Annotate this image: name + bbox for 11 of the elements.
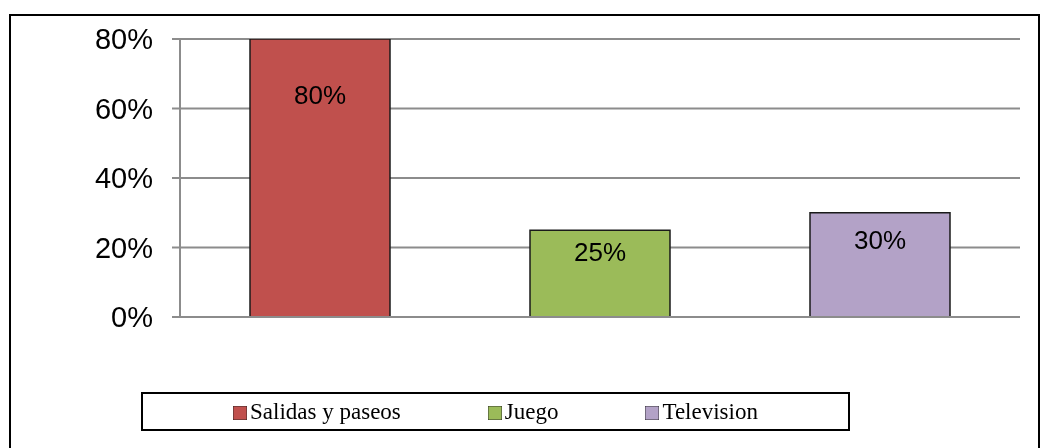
- y-tick-label: 80%: [94, 23, 153, 56]
- y-tick-label: 60%: [94, 92, 153, 125]
- y-tick-label: 0%: [111, 301, 153, 334]
- y-tick-label: 40%: [94, 162, 153, 195]
- legend-label: Salidas y paseos: [250, 398, 401, 424]
- data-label: 30%: [853, 224, 907, 255]
- y-tick-label: 20%: [94, 231, 153, 264]
- data-label: 80%: [293, 79, 347, 110]
- legend-label: Juego: [504, 398, 559, 424]
- legend-label: Television: [662, 398, 758, 424]
- data-label: 25%: [573, 237, 627, 268]
